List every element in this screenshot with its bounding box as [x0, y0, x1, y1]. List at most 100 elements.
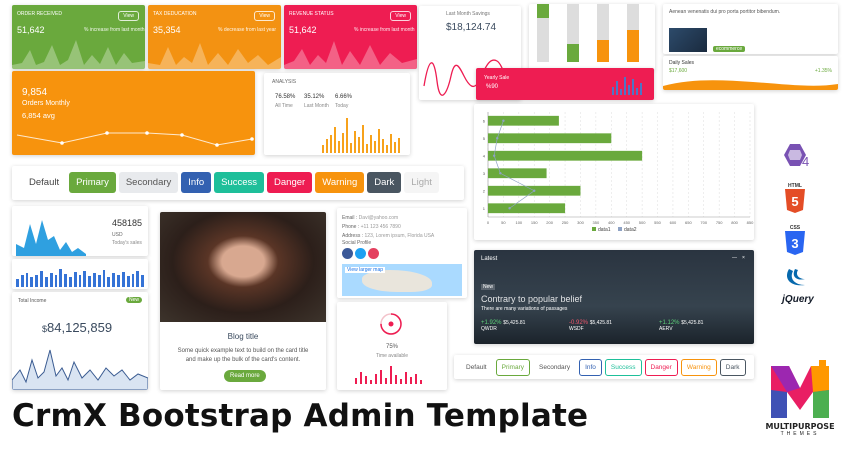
- news-image: [669, 28, 707, 52]
- blog-card: Blog title Some quick example text to bu…: [160, 212, 326, 390]
- x-tick-label: 50: [501, 220, 506, 225]
- x-tick-label: 550: [654, 220, 661, 225]
- info-button[interactable]: Info: [181, 172, 212, 193]
- bar: [488, 150, 643, 161]
- x-tick-label: 200: [546, 220, 553, 225]
- instagram-icon[interactable]: [368, 248, 379, 259]
- view-larger-map-button[interactable]: View larger map: [345, 267, 386, 273]
- twitter-icon[interactable]: [355, 248, 366, 259]
- tile-sparkline: [284, 41, 417, 69]
- yearly-label: Yearly Sale: [484, 75, 510, 81]
- warning-button[interactable]: Warning: [680, 359, 717, 376]
- income-value-wrap: $84,125,859: [42, 320, 112, 335]
- facebook-icon[interactable]: [342, 248, 353, 259]
- contact-label: Address :: [342, 233, 364, 239]
- daily-change: +1.35%: [814, 68, 832, 74]
- tile-note: % increase from last month: [354, 27, 415, 33]
- ticker-name: QWDR: [481, 326, 497, 332]
- tile-revenue: REVENUE STATUS 51,642 % increase from la…: [284, 5, 417, 69]
- savings-wave: [423, 59, 518, 96]
- x-tick-label: 300: [577, 220, 584, 225]
- mini-bars: [16, 265, 144, 287]
- success-button[interactable]: Success: [604, 359, 642, 376]
- default-button[interactable]: Default: [29, 177, 60, 188]
- info-button[interactable]: Info: [579, 359, 602, 376]
- tile-note: % decrease from last year: [218, 27, 277, 33]
- news-text: Aenean venenatis dui pro porta portitor …: [669, 9, 781, 15]
- income-currency: $: [42, 324, 48, 334]
- contact-row: Phone : +11 123 456 7890: [342, 224, 401, 230]
- progress-label: Time available: [375, 353, 409, 359]
- brand-mark-icon: [771, 360, 829, 418]
- x-tick-label: 800: [731, 220, 738, 225]
- analysis-stat-value: 35.12%: [304, 94, 325, 100]
- blog-title: Blog title: [227, 332, 259, 341]
- x-tick-label: 350: [593, 220, 600, 225]
- ticker-change: -0.92%: [569, 320, 589, 326]
- danger-button[interactable]: Danger: [267, 172, 313, 193]
- minimize-icon[interactable]: —: [732, 255, 737, 261]
- income-badge: New: [125, 297, 142, 303]
- yearly-value: %90: [486, 84, 499, 90]
- ticker-value: $5,425.81: [503, 320, 526, 326]
- read-more-button[interactable]: Read more: [224, 370, 266, 382]
- ticker-change: +1.12%: [659, 320, 680, 326]
- default-button[interactable]: Default: [466, 364, 487, 371]
- x-tick-label: 0: [487, 220, 490, 225]
- warning-button[interactable]: Warning: [315, 172, 365, 193]
- danger-button[interactable]: Danger: [644, 359, 678, 376]
- analysis-stat-value: 6.66%: [335, 94, 353, 100]
- blog-text: Some quick example text to build on the …: [177, 348, 309, 363]
- column-progress-card: [529, 4, 655, 70]
- latest-heading: Contrary to popular belief: [481, 294, 583, 304]
- contact-value: +11 123 456 7890: [360, 224, 401, 230]
- contact-value: Davi@yahoo.com: [358, 215, 399, 221]
- light-button[interactable]: Light: [749, 359, 754, 376]
- daily-label: Daily Sales: [669, 60, 695, 66]
- dark-button[interactable]: Dark: [719, 359, 746, 376]
- ticker-value: $5,425.81: [681, 320, 704, 326]
- news-badge[interactable]: ecommerce: [713, 46, 746, 52]
- secondary-button[interactable]: Secondary: [539, 364, 571, 371]
- tile-sparkline: [148, 43, 281, 69]
- x-tick-label: 700: [700, 220, 707, 225]
- y-tick-label: 1: [483, 206, 486, 211]
- success-button[interactable]: Success: [214, 172, 265, 193]
- news-card: Aenean venenatis dui pro porta portitor …: [663, 4, 838, 54]
- social-label: Social Profile: [342, 240, 372, 246]
- y-tick-label: 4: [483, 153, 486, 158]
- latest-tag: New: [481, 284, 496, 290]
- point: [502, 119, 505, 122]
- legend-label: data1: [598, 227, 611, 233]
- brand-name: MULTIPURPOSE: [765, 422, 835, 431]
- daily-sales-card: Daily Sales $17,600 +1.35%: [663, 56, 838, 90]
- view-button[interactable]: View: [390, 11, 411, 21]
- horizontal-bar-chart: 0 50 100 150 200 250 300 350 400 450 500 550 600 650 7…: [483, 112, 754, 233]
- point: [508, 207, 511, 210]
- orders-avg: 6,854 avg: [22, 111, 55, 120]
- light-button[interactable]: Light: [404, 172, 439, 193]
- daily-value: $17,600: [669, 68, 688, 74]
- svg-text:5: 5: [791, 194, 798, 209]
- point: [499, 172, 502, 175]
- latest-sub: There are many variations of passages: [481, 306, 568, 312]
- primary-button[interactable]: Primary: [495, 359, 530, 376]
- x-tick-label: 500: [639, 220, 646, 225]
- view-button[interactable]: View: [254, 11, 275, 21]
- secondary-button[interactable]: Secondary: [118, 172, 179, 193]
- progress-card: 75% Time available: [337, 302, 447, 390]
- primary-button[interactable]: Primary: [69, 172, 116, 193]
- view-button[interactable]: View: [118, 11, 139, 21]
- usd-value: 458185: [112, 218, 143, 228]
- bootstrap-logo: 4: [780, 142, 810, 169]
- x-tick-label: 750: [716, 220, 723, 225]
- close-icon[interactable]: ×: [742, 255, 745, 261]
- ticker-name: WSDF: [569, 326, 584, 332]
- mini-bars-card: [12, 259, 148, 289]
- contact-row: Address : 123, Lorem ipsum, Florida USA: [342, 233, 434, 239]
- contact-label: Email :: [342, 215, 358, 221]
- usd-card: 458185 USD Today's sales: [12, 206, 148, 256]
- tile-value: 35,354: [153, 25, 181, 35]
- x-tick-label: 850: [747, 220, 754, 225]
- dark-button[interactable]: Dark: [367, 172, 402, 193]
